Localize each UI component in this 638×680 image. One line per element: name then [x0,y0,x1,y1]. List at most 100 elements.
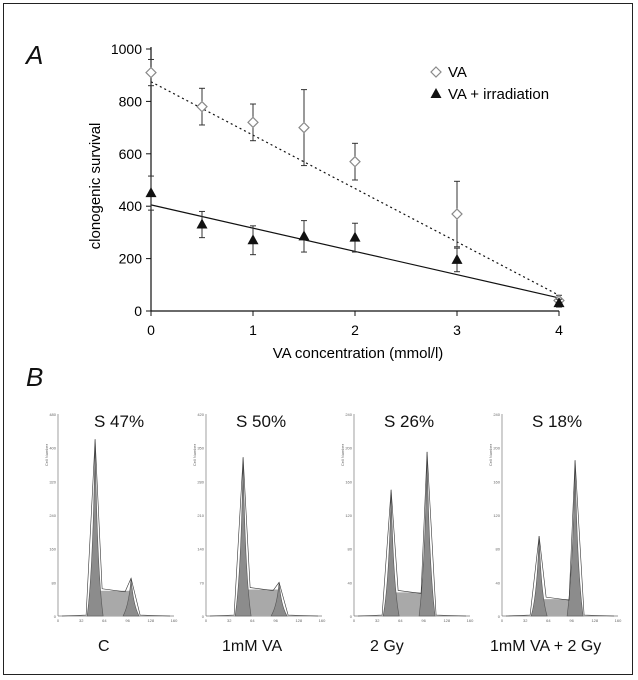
histogram-y-tick-label: 200 [345,446,352,451]
histogram-trace [357,451,467,617]
histogram-y-tick-label: 0 [54,614,57,619]
panel-label-b: B [26,362,44,392]
histogram-y-tick-label: 80 [348,547,353,552]
histogram-y-tick-label: 80 [52,580,57,585]
histogram-y-label: Cell Number [44,443,49,466]
g1-peak [86,439,104,617]
histogram-x-tick-label: 32 [227,618,232,623]
histogram-y-tick-label: 160 [493,479,500,484]
s-phase-area [539,599,576,616]
legend-label-va-irradiation: VA + irradiation [448,86,549,103]
data-point-va-irradiation [451,253,463,264]
histogram-svg: 0 80 160 240 320 400 480 0 32 64 96 128 160 Cell Numb… [44,412,179,624]
y-tick-label: 600 [119,146,143,162]
figure-frame: A B 0 200 400 600 800 1000 0 1 2 3 4 VA VA + irradi… [3,3,633,675]
data-point-va [349,155,361,168]
histogram-x-tick-label: 160 [615,618,622,623]
histogram-x-tick-label: 0 [205,618,208,623]
histogram-x-tick-label: 96 [569,618,574,623]
histogram-x-tick-label: 32 [79,618,84,623]
x-tick-label: 4 [555,322,563,338]
data-point-va-irradiation [247,234,259,245]
histogram-y-tick-label: 240 [493,412,500,417]
histogram-x-tick-label: 128 [295,618,302,623]
histogram-x-tick-label: 32 [523,618,528,623]
histogram-y-tick-label: 350 [197,446,204,451]
histogram-x-tick-label: 0 [501,618,504,623]
y-tick-label: 400 [119,198,143,214]
trend-lines [150,81,560,299]
data-point-va-irradiation [196,218,208,229]
histogram-svg: 0 70 140 210 280 350 420 0 32 64 96 128 160 Cell Numb… [192,412,327,624]
histogram-condition-label: 1mM VA [222,638,283,655]
g1-peak [234,457,252,617]
y-axis-label: clonogenic survival [87,123,104,250]
data-point-va [145,66,157,79]
histogram-x-label: DNA Content [302,623,326,624]
g1-peak [382,489,400,617]
histogram-y-tick-label: 160 [49,547,56,552]
s-phase-percent: S 26% [384,412,435,431]
histogram-x-tick-label: 160 [319,618,326,623]
histogram-y-tick-label: 120 [493,513,500,518]
data-point-va [451,208,463,220]
histogram-condition-label: C [98,638,110,655]
histogram-y-tick-label: 160 [345,479,352,484]
g2-peak [418,451,436,617]
histogram-y-tick-label: 200 [493,446,500,451]
data-point-va [196,100,208,113]
histogram-x-tick-label: 0 [353,618,356,623]
histogram-panel: 0 80 160 240 320 400 480 0 32 64 96 128 160 Cell Numb… [44,404,184,664]
chart-legend: VA VA + irradiation [430,64,549,103]
data-point-va-irradiation [145,187,157,198]
s-phase-area [95,590,132,616]
histogram-y-tick-label: 210 [197,513,204,518]
data-point-va-irradiation [553,297,565,308]
x-tick-label: 0 [147,322,155,338]
histogram-trace [505,460,615,617]
data-point-va [298,121,310,134]
g1-peak [530,536,548,617]
legend-marker-va-irradiation [430,88,442,98]
histogram-y-tick-label: 140 [197,547,204,552]
histogram-x-tick-label: 64 [102,618,107,623]
histogram-y-tick-label: 120 [345,513,352,518]
histogram-y-tick-label: 400 [49,446,56,451]
histogram-y-tick-label: 40 [348,580,353,585]
histogram-y-tick-label: 240 [49,513,56,518]
y-tick-label: 0 [134,303,142,319]
histogram-x-tick-label: 160 [171,618,178,623]
histogram-x-tick-label: 128 [591,618,598,623]
histogram-panel: 0 40 80 120 160 200 240 0 32 64 96 128 160 Cell Numbe… [340,404,480,664]
histogram-y-tick-label: 0 [202,614,205,619]
histogram-y-tick-label: 240 [345,412,352,417]
histogram-x-tick-label: 64 [398,618,403,623]
survival-chart: 0 200 400 600 800 1000 0 1 2 3 4 VA VA + irradiatio… [87,41,565,362]
histogram-x-tick-label: 32 [375,618,380,623]
histogram-y-label: Cell Number [488,443,493,466]
legend-marker-va [430,66,442,78]
s-phase-percent: S 18% [532,412,583,431]
histogram-x-tick-label: 128 [443,618,450,623]
histogram-trace [61,439,171,617]
histogram-x-tick-label: 96 [125,618,130,623]
panel-label-a: A [26,40,44,70]
histogram-x-tick-label: 0 [57,618,60,623]
data-point-va-irradiation [349,231,361,242]
histogram-y-tick-label: 280 [197,479,204,484]
histogram-x-tick-label: 160 [467,618,474,623]
s-phase-area [391,592,428,616]
histogram-svg: 0 40 80 120 160 200 240 0 32 64 96 128 160 Cell Numbe… [340,412,475,624]
s-phase-area [243,589,280,616]
data-point-va-irradiation [298,230,310,241]
histogram-y-tick-label: 420 [197,412,204,417]
histogram-x-tick-label: 64 [546,618,551,623]
histogram-y-tick-label: 70 [200,580,205,585]
histogram-y-label: Cell Number [340,443,345,466]
y-tick-label: 1000 [111,41,142,57]
histogram-svg: 0 40 80 120 160 200 240 0 32 64 96 128 160 Cell Numbe… [488,412,623,624]
histogram-y-tick-label: 320 [49,479,56,484]
histogram-panel: 0 70 140 210 280 350 420 0 32 64 96 128 160 Cell Numb… [192,404,332,664]
histogram-x-label: DNA Content [154,623,178,624]
histogram-x-tick-label: 96 [273,618,278,623]
